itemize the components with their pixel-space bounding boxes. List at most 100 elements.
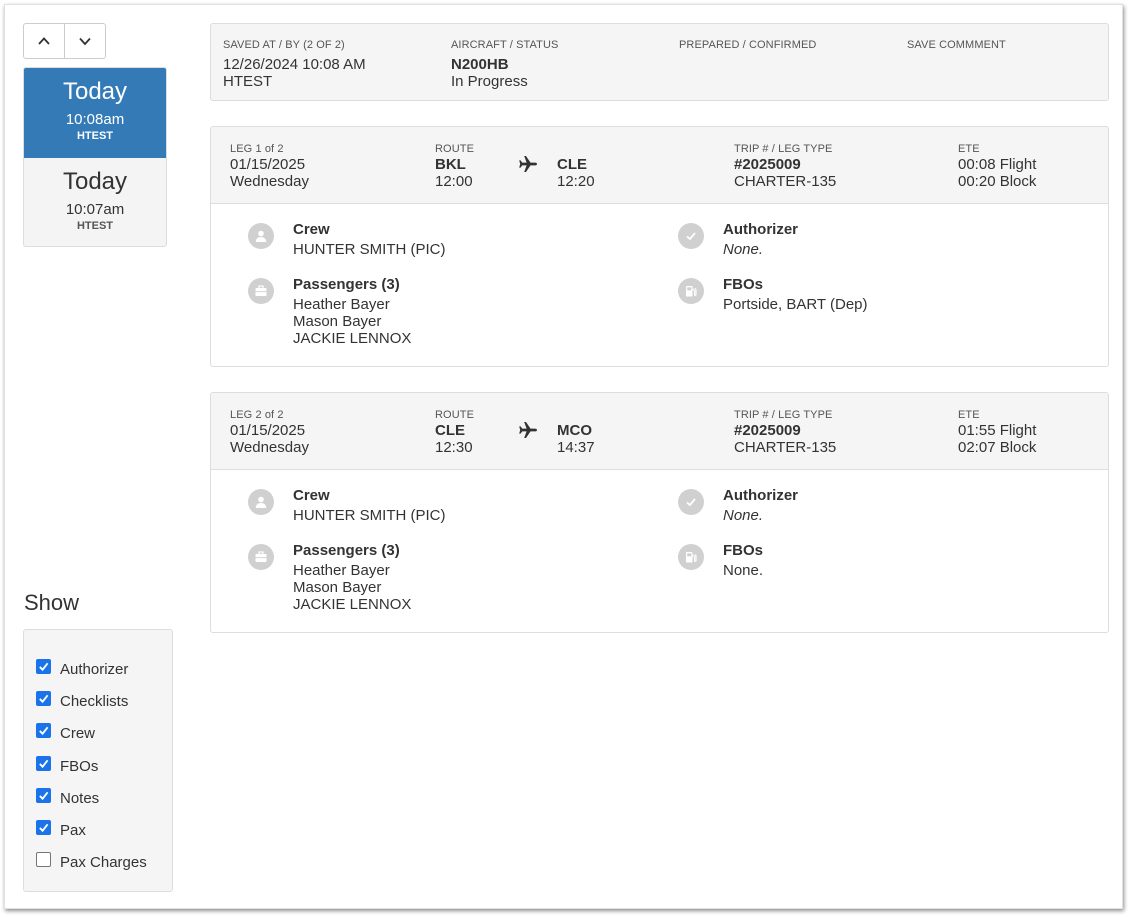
show-option-label: FBOs	[60, 757, 99, 775]
briefcase-icon	[248, 278, 274, 304]
crew-section: Crew HUNTER SMITH (PIC)	[248, 487, 446, 524]
version-time: 10:08am	[65, 111, 125, 128]
ete-label: ETE	[958, 409, 980, 421]
chevron-down-icon	[79, 37, 91, 46]
version-item[interactable]: Today 10:07am HTEST	[24, 158, 166, 246]
version-day: Today	[62, 78, 128, 105]
version-time: 10:07am	[65, 201, 125, 218]
show-option-label: Pax Charges	[60, 854, 147, 872]
crew-title: Crew	[293, 221, 330, 238]
fbos-section: FBOs Portside, BART (Dep)	[678, 276, 868, 313]
briefcase-icon	[248, 544, 274, 570]
checkbox[interactable]	[36, 755, 51, 771]
previous-version-button[interactable]	[24, 24, 64, 58]
arrival-time: 14:37	[557, 439, 595, 456]
authorizer-title: Authorizer	[723, 487, 798, 504]
leg-header: LEG 1 of 2 01/15/2025 Wednesday ROUTE BK…	[211, 127, 1108, 204]
authorizer-value: None.	[723, 507, 764, 524]
departure-time: 12:30	[435, 439, 473, 456]
show-option-label: Pax	[60, 822, 86, 840]
show-option-authorizer[interactable]: Authorizer	[24, 653, 172, 685]
aircraft-status: In Progress	[451, 73, 528, 90]
crew-section: Crew HUNTER SMITH (PIC)	[248, 221, 446, 258]
comment-label: SAVE COMMMENT	[907, 39, 1006, 51]
leg-date-column: LEG 2 of 2 01/15/2025 Wednesday	[230, 409, 309, 456]
crew-title: Crew	[293, 487, 330, 504]
next-version-button[interactable]	[64, 24, 105, 58]
saved-by-value: HTEST	[223, 73, 273, 90]
flight-time: 00:08 Flight	[958, 156, 1037, 173]
leg-type: CHARTER-135	[734, 173, 837, 190]
check-icon	[39, 823, 49, 833]
leg-weekday: Wednesday	[230, 173, 309, 190]
route-to-column: MCO 14:37	[557, 422, 595, 456]
passengers-section: Passengers (3) Heather Bayer Mason Bayer…	[248, 542, 411, 613]
version-item[interactable]: Today 10:08am HTEST	[24, 68, 166, 158]
departure-time: 12:00	[435, 173, 473, 190]
ete-label: ETE	[958, 143, 980, 155]
block-time: 00:20 Block	[958, 173, 1037, 190]
passengers-title: Passengers (3)	[293, 542, 400, 559]
crew-member: HUNTER SMITH (PIC)	[293, 241, 446, 258]
leg-weekday: Wednesday	[230, 439, 309, 456]
aircraft-tail: N200HB	[451, 56, 509, 73]
passenger-name: Heather Bayer	[293, 562, 390, 579]
route-from-column: ROUTE CLE 12:30	[435, 409, 474, 456]
save-info-panel: SAVED AT / BY (2 of 2) 12/26/2024 10:08 …	[210, 23, 1109, 101]
airplane-icon	[519, 422, 537, 438]
comment-column: SAVE COMMMENT	[907, 39, 1006, 52]
leg-label: LEG 1 of 2	[230, 143, 284, 155]
route-label: ROUTE	[435, 143, 474, 155]
fbos-title: FBOs	[723, 542, 764, 559]
checkbox[interactable]	[36, 658, 51, 674]
show-options: Authorizer Checklists Crew FBOs Notes Pa…	[23, 629, 173, 892]
route-to: MCO	[557, 422, 592, 439]
show-option-checklists[interactable]: Checklists	[24, 685, 172, 717]
show-option-fbos[interactable]: FBOs	[24, 750, 172, 782]
show-option-label: Crew	[60, 725, 96, 743]
checkbox[interactable]	[36, 787, 51, 803]
show-option-pax-charges[interactable]: Pax Charges	[24, 847, 172, 879]
person-icon	[248, 223, 274, 249]
show-option-label: Checklists	[60, 692, 129, 710]
passenger-name: JACKIE LENNOX	[293, 330, 412, 347]
check-circle-icon	[678, 223, 704, 249]
fbos-value: Portside, BART (Dep)	[723, 296, 868, 313]
trip-label: TRIP # / LEG TYPE	[734, 409, 833, 421]
airplane-icon	[519, 156, 537, 172]
aircraft-label: AIRCRAFT / STATUS	[451, 39, 559, 51]
show-option-notes[interactable]: Notes	[24, 782, 172, 814]
saved-at-column: SAVED AT / BY (2 of 2) 12/26/2024 10:08 …	[223, 39, 366, 90]
trip-number: #2025009	[734, 156, 801, 173]
block-time: 02:07 Block	[958, 439, 1037, 456]
route-to-column: CLE 12:20	[557, 156, 595, 190]
authorizer-value: None.	[723, 241, 764, 258]
show-option-crew[interactable]: Crew	[24, 718, 172, 750]
show-option-pax[interactable]: Pax	[24, 814, 172, 846]
leg-date: 01/15/2025	[230, 422, 306, 439]
leg-date: 01/15/2025	[230, 156, 306, 173]
check-icon	[39, 726, 49, 736]
show-option-label: Authorizer	[60, 660, 129, 678]
fbos-section: FBOs None.	[678, 542, 763, 579]
route-from: BKL	[435, 156, 466, 173]
trip-column: TRIP # / LEG TYPE #2025009 CHARTER-135	[734, 409, 836, 456]
leg-label: LEG 2 of 2	[230, 409, 284, 421]
check-icon	[39, 791, 49, 800]
show-title: Show	[24, 590, 80, 615]
trip-number: #2025009	[734, 422, 801, 439]
crew-member: HUNTER SMITH (PIC)	[293, 507, 446, 524]
fuel-pump-icon	[678, 278, 704, 304]
passengers-section: Passengers (3) Heather Bayer Mason Bayer…	[248, 276, 411, 347]
trip-label: TRIP # / LEG TYPE	[734, 143, 833, 155]
checkbox[interactable]	[36, 820, 51, 836]
passenger-name: Mason Bayer	[293, 579, 382, 596]
leg-type: CHARTER-135	[734, 439, 837, 456]
chevron-up-icon	[38, 37, 50, 45]
check-icon	[39, 759, 49, 768]
checkbox[interactable]	[36, 723, 51, 739]
route-label: ROUTE	[435, 409, 474, 421]
checkbox[interactable]	[36, 852, 51, 868]
checkbox[interactable]	[36, 690, 51, 706]
authorizer-title: Authorizer	[723, 221, 798, 238]
